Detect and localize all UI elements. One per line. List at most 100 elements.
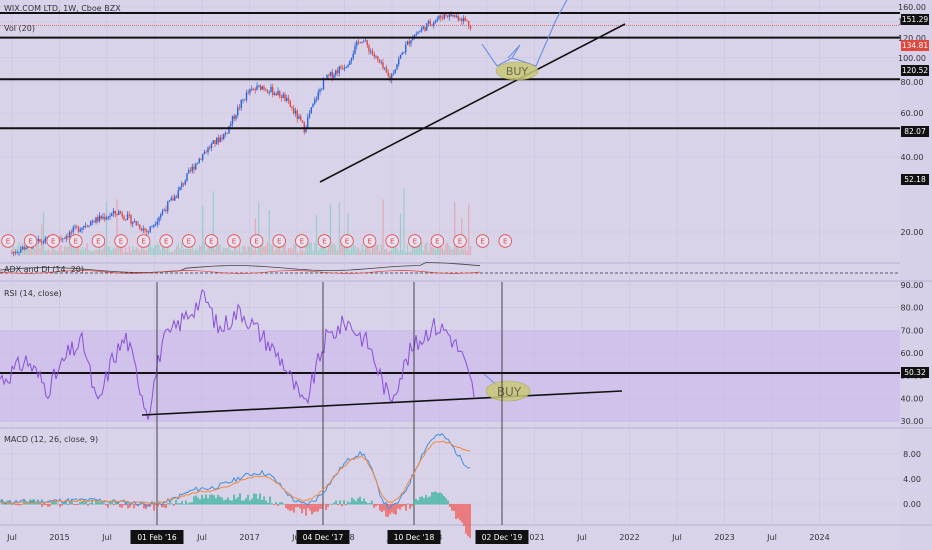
- volume-bar: [284, 244, 286, 255]
- candle-body: [240, 100, 242, 108]
- macd-hist-bar: [439, 492, 441, 505]
- volume-bar: [126, 251, 129, 255]
- candle-body: [448, 12, 451, 17]
- candle-body: [469, 25, 472, 29]
- candle-body: [399, 54, 402, 59]
- candle-body: [452, 14, 454, 17]
- candle-body: [219, 137, 221, 143]
- candle-body: [392, 73, 395, 75]
- macd-hist-bar: [243, 500, 245, 505]
- volume-bar: [363, 250, 365, 255]
- volume-bar: [84, 248, 87, 255]
- macd-hist-bar: [409, 504, 411, 509]
- candle-body: [84, 225, 87, 227]
- candle-body: [291, 106, 293, 109]
- candle-body: [370, 51, 372, 52]
- volume-bar: [233, 247, 235, 255]
- macd-tick: 8.00: [903, 450, 921, 459]
- volume-bar: [464, 246, 466, 255]
- macd-hist-bar: [151, 502, 153, 505]
- candle-body: [193, 166, 195, 170]
- candle-body: [431, 24, 433, 26]
- volume-bar: [415, 248, 417, 255]
- volume-bar: [272, 244, 274, 255]
- candle-body: [11, 252, 13, 254]
- macd-hist-bar: [305, 504, 307, 516]
- volume-bar: [305, 242, 307, 255]
- volume-bar: [67, 247, 69, 255]
- vertical-markers: [156, 282, 503, 525]
- macd-hist-bar: [235, 498, 237, 505]
- macd-hist-bar: [347, 501, 349, 505]
- candle-body: [102, 216, 104, 219]
- volume-bar: [226, 248, 228, 255]
- marker-date-tag: [296, 530, 350, 544]
- macd-hist-bar: [325, 504, 327, 510]
- candle-body: [132, 222, 134, 224]
- macd-hist-bar: [395, 504, 397, 515]
- candle-body: [261, 86, 263, 90]
- candle-body: [312, 103, 314, 108]
- macd-hist-bar: [201, 495, 203, 505]
- candle-body: [202, 154, 204, 160]
- volume-bar: [319, 247, 321, 255]
- macd-hist-bar: [423, 498, 425, 505]
- macd-hist-bar: [19, 504, 21, 506]
- candle-body: [270, 86, 272, 93]
- marker-date-labels: 01 Feb '16 04 Dec '17 10 Dec '18 02 Dec '19: [130, 530, 529, 544]
- key-levels[interactable]: [0, 12, 900, 130]
- volume-bar: [107, 246, 109, 255]
- candle-body: [417, 32, 419, 35]
- volume-bar: [58, 247, 60, 255]
- candle-body: [256, 85, 258, 90]
- volume-bar: [156, 242, 158, 255]
- volume-bar: [347, 213, 349, 255]
- candle-body: [391, 74, 393, 81]
- volume-bar: [245, 250, 248, 255]
- macd-hist-bar: [211, 494, 213, 505]
- macd-hist-bar: [65, 500, 67, 505]
- macd-hist-bar: [129, 504, 131, 508]
- volume-bar: [132, 246, 134, 255]
- macd-hist-bar: [173, 504, 175, 506]
- macd-hist-bar: [27, 503, 29, 505]
- candle-body: [275, 93, 277, 96]
- signal-line: [0, 440, 471, 505]
- volume-bar: [144, 249, 146, 255]
- candle-body: [298, 116, 300, 119]
- axis-price-labels: 151.29 134.81 120.52 82.07 52.18 50.32: [901, 14, 929, 378]
- earnings-marker-text: E: [96, 238, 100, 246]
- volume-bar: [422, 250, 424, 255]
- candle-body: [175, 196, 178, 198]
- macd-hist-bar: [113, 504, 115, 506]
- buy-ellipse-price[interactable]: [495, 61, 539, 81]
- volume-bar: [303, 251, 305, 255]
- volume-bar: [105, 201, 108, 255]
- volume-bar: [261, 244, 263, 255]
- macd-hist-bar: [163, 504, 165, 508]
- volume-bar: [102, 248, 104, 255]
- macd-hist-bar: [337, 504, 339, 506]
- candle-body: [128, 214, 130, 216]
- price-trendline[interactable]: [319, 23, 626, 183]
- macd-hist-bar: [401, 504, 403, 508]
- macd-hist-bar: [97, 501, 99, 505]
- volume-bar: [298, 251, 300, 255]
- candle-body: [286, 98, 288, 101]
- candle-body: [100, 215, 102, 219]
- macd-hist-bar: [335, 500, 337, 505]
- volume-bar: [205, 250, 207, 255]
- volume-bar: [121, 247, 123, 255]
- volume-bar: [27, 245, 29, 255]
- volume-bar: [263, 246, 265, 255]
- macd-hist-bar: [103, 503, 105, 505]
- buy-ellipse-rsi[interactable]: [485, 380, 531, 402]
- price-tick: 40.00: [901, 153, 924, 162]
- time-tick: Jul: [6, 533, 17, 542]
- price-axis[interactable]: [900, 0, 932, 550]
- rsi-trendline[interactable]: [141, 390, 623, 416]
- macd-hist-bar: [49, 504, 51, 507]
- macd-hist-bar: [361, 501, 363, 505]
